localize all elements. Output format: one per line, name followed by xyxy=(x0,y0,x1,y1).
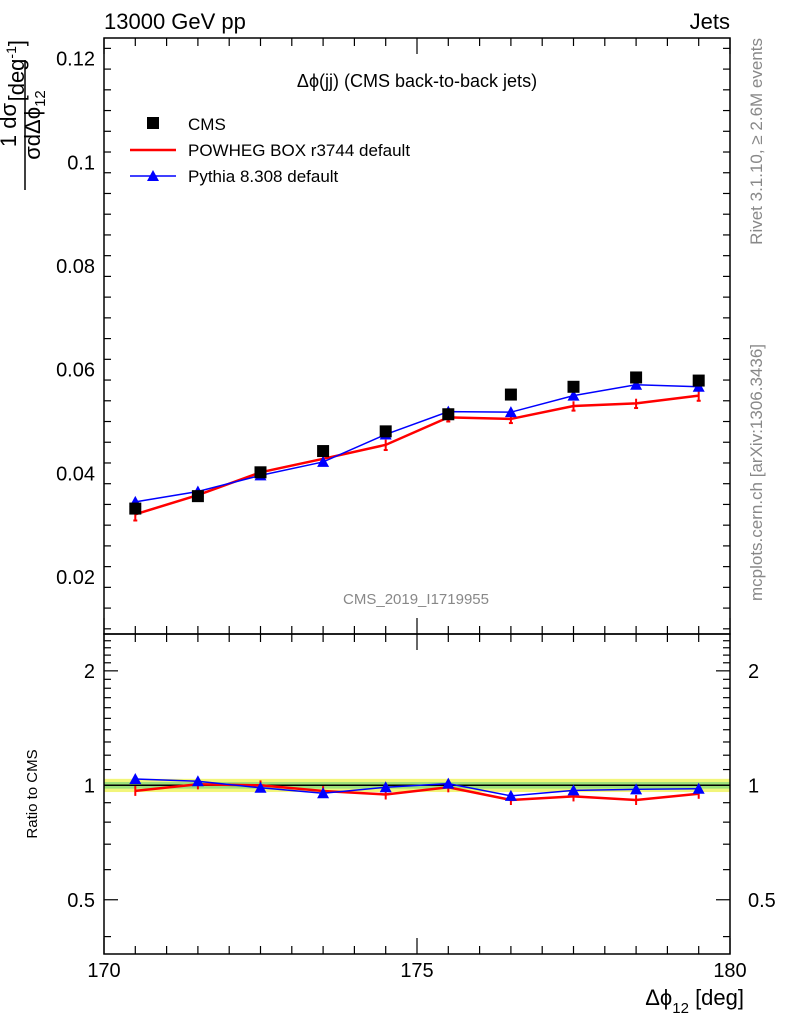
legend: CMS POWHEG BOX r3744 default Pythia 8.30… xyxy=(130,115,410,186)
main-plot-panel: 0.02 0.04 0.06 0.08 0.1 0.12 Δϕ(jj) (CMS back… xyxy=(0,37,731,635)
ratio-y-axis-label: Ratio to CMS xyxy=(24,749,41,838)
ratio-y-tick-label-right: 1 xyxy=(748,775,759,797)
ratio-y-tick-labels: 0.5 0.5 1 1 2 2 xyxy=(67,661,776,912)
powheg-line xyxy=(134,394,699,516)
main-y-tick-label: 0.06 xyxy=(56,360,95,382)
cms-data-point xyxy=(630,371,643,384)
ratio-pythia-line xyxy=(135,778,699,797)
cms-data-point xyxy=(254,466,267,479)
legend-cms-label: CMS xyxy=(188,115,226,134)
analysis-watermark: CMS_2019_I1719955 xyxy=(343,591,489,608)
ratio-pythia-marker xyxy=(442,777,455,789)
main-y-tick-label: 0.02 xyxy=(56,567,95,589)
cms-data-point xyxy=(379,425,392,438)
main-y-axis-label: 1 dσ σdΔϕ12 [deg-1] xyxy=(0,40,49,190)
header-left: 13000 GeV pp xyxy=(104,9,246,34)
ratio-pythia-marker xyxy=(630,783,643,795)
ratio-y-tick-label-left: 2 xyxy=(84,661,95,683)
legend-cms-marker xyxy=(147,117,159,129)
ratio-y-tick-label-left: 0.5 xyxy=(67,890,95,912)
ratio-pythia-marker xyxy=(129,772,142,784)
x-axis-label: Δϕ12 [deg] xyxy=(645,985,744,1017)
ratio-y-tick-label-right: 2 xyxy=(748,661,759,683)
header-right: Jets xyxy=(690,9,730,34)
x-tick-label: 175 xyxy=(400,960,433,982)
main-axis-ticks xyxy=(103,38,731,634)
cms-data-point xyxy=(567,380,580,393)
ratio-pythia-marker xyxy=(692,782,705,794)
legend-pythia-label: Pythia 8.308 default xyxy=(188,167,339,186)
ratio-pythia-marker xyxy=(504,789,517,801)
ratio-y-tick-label-left: 1 xyxy=(84,775,95,797)
plot-title: Δϕ(jj) (CMS back-to-back jets) xyxy=(297,71,537,91)
cms-data-point xyxy=(129,502,142,515)
cms-data-point xyxy=(442,408,455,421)
y-label-unit: [deg-1] xyxy=(3,40,29,101)
ratio-pythia-marker xyxy=(567,784,580,796)
main-series-group xyxy=(129,371,705,522)
pythia-marker xyxy=(630,378,643,390)
x-tick-label: 170 xyxy=(87,960,120,982)
pythia-marker xyxy=(317,455,330,467)
cms-data-point xyxy=(504,388,517,401)
x-tick-label: 180 xyxy=(713,960,746,982)
ratio-y-tick-label-right: 0.5 xyxy=(748,890,776,912)
pythia-line xyxy=(135,383,699,503)
main-y-tick-label: 0.08 xyxy=(56,256,95,278)
ratio-series-group xyxy=(129,772,705,805)
ratio-axis-ticks xyxy=(103,634,731,954)
ratio-pythia-marker xyxy=(191,775,204,787)
rivet-version-label: Rivet 3.1.10, ≥ 2.6M events xyxy=(747,38,766,245)
main-y-tick-label: 0.12 xyxy=(56,49,95,71)
cms-data-point xyxy=(317,445,330,458)
cms-data-point xyxy=(692,374,705,387)
mcplots-reference-label: mcplots.cern.ch [arXiv:1306.3436] xyxy=(747,344,766,601)
ratio-pythia-marker xyxy=(317,787,330,799)
y-label-numerator: 1 dσ xyxy=(0,103,21,148)
pythia-marker xyxy=(567,389,580,401)
pythia-marker xyxy=(504,406,517,418)
ratio-plot-panel: 0.5 0.5 1 1 2 2 170 175 180 Ratio to CMS Δϕ12 [… xyxy=(24,633,776,1017)
ratio-pythia-marker xyxy=(254,781,267,793)
main-y-tick-label: 0.04 xyxy=(56,463,95,485)
legend-powheg-label: POWHEG BOX r3744 default xyxy=(188,141,410,160)
main-y-tick-label: 0.1 xyxy=(67,152,95,174)
ratio-pythia-marker xyxy=(379,781,392,793)
legend-pythia-marker xyxy=(147,170,159,181)
cms-data-point xyxy=(191,490,204,503)
x-tick-labels: 170 175 180 xyxy=(87,960,746,982)
main-y-tick-labels: 0.02 0.04 0.06 0.08 0.1 0.12 xyxy=(56,49,95,589)
